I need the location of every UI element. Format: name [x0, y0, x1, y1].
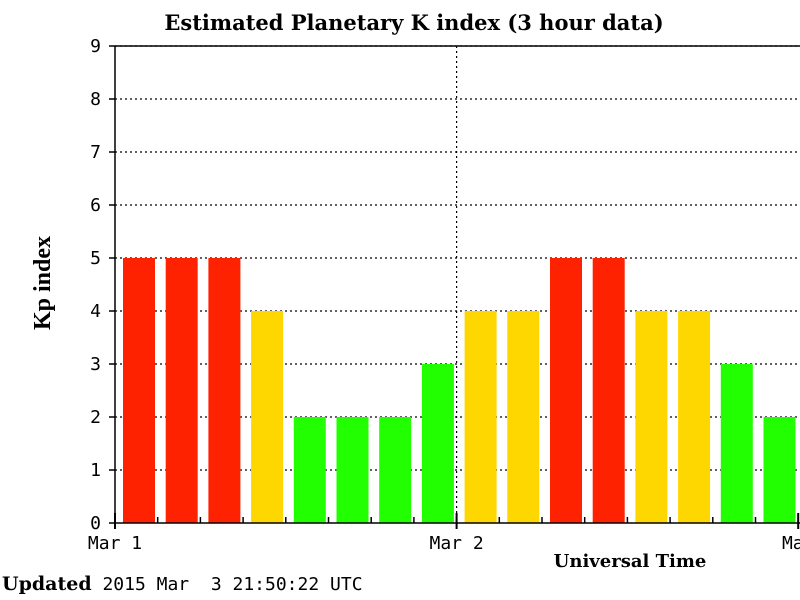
kp-bar	[763, 417, 796, 523]
y-tick-label: 8	[90, 89, 101, 110]
kp-bar	[208, 258, 241, 523]
y-tick-label: 0	[90, 513, 101, 534]
updated-timestamp: Updated 2015 Mar 3 21:50:22 UTC	[2, 573, 363, 597]
kp-bar	[336, 417, 369, 523]
x-tick-label: Mar 1	[88, 533, 142, 554]
chart-title: Estimated Planetary K index (3 hour data…	[164, 10, 663, 35]
y-tick-label: 9	[90, 36, 101, 57]
kp-bar	[123, 258, 155, 523]
y-tick-label: 4	[90, 301, 101, 322]
kp-bar	[635, 311, 668, 523]
kp-bar	[464, 311, 497, 523]
updated-label: Updated	[2, 573, 92, 595]
y-axis-label: Kp index	[30, 236, 56, 330]
y-tick-label: 5	[90, 248, 101, 269]
kp-bar	[379, 417, 412, 523]
kp-bar	[678, 311, 711, 523]
kp-bar	[251, 311, 284, 523]
x-tick-labels: Mar 1 Mar 2 Mar	[88, 533, 800, 554]
y-tick-label: 1	[90, 460, 101, 481]
kp-bar	[165, 258, 198, 523]
bars	[123, 258, 796, 523]
kp-bar	[720, 364, 753, 523]
x-axis-label: Universal Time	[554, 551, 707, 572]
y-tick-label: 3	[90, 354, 101, 375]
y-tick-label: 7	[90, 142, 101, 163]
x-tick-label: Mar	[782, 533, 800, 554]
kp-bar	[507, 311, 540, 523]
axes	[109, 45, 800, 529]
kp-bar	[592, 258, 625, 523]
kp-bar	[550, 258, 582, 523]
y-tick-labels: 0 1 2 3 4 5 6 7 8 9	[90, 36, 101, 534]
updated-time: 2015 Mar 3 21:50:22 UTC	[91, 574, 363, 595]
y-tick-label: 6	[90, 195, 101, 216]
y-tick-label: 2	[90, 407, 101, 428]
kp-bar	[293, 417, 326, 523]
x-tick-label: Mar 2	[430, 533, 484, 554]
kp-bar	[421, 364, 454, 523]
